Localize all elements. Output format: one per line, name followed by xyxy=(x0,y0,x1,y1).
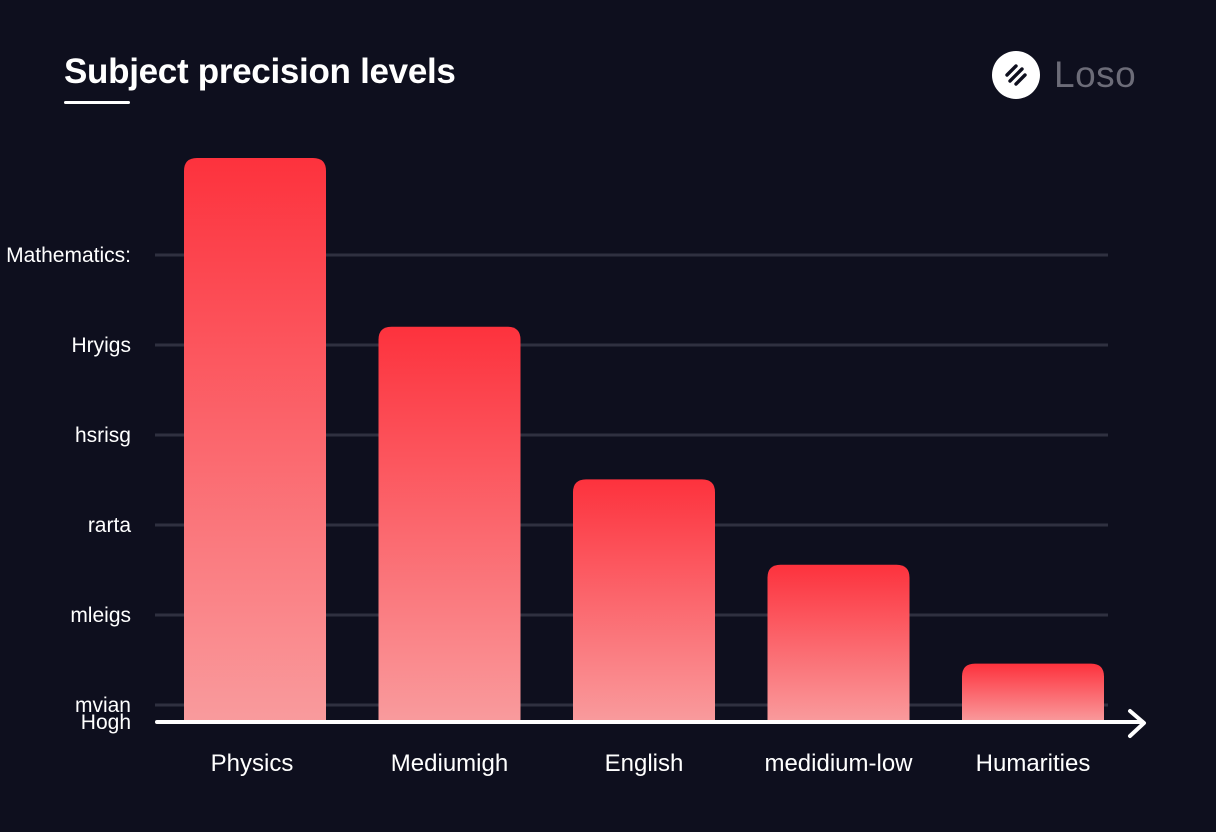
x-tick-label: English xyxy=(605,750,684,777)
y-tick-label: mvian xyxy=(75,694,131,717)
brand-logo: Loso xyxy=(992,51,1136,99)
bars xyxy=(184,158,1104,722)
title-underline xyxy=(64,101,130,104)
y-tick-label: mleigs xyxy=(70,604,131,627)
stripes-logo-icon xyxy=(992,51,1040,99)
brand-name: Loso xyxy=(1054,54,1137,95)
bar-humarities xyxy=(962,663,1104,722)
x-axis-arrow-icon xyxy=(1128,709,1146,738)
bar-physics xyxy=(184,158,326,722)
x-axis xyxy=(155,709,1146,738)
x-tick-label: Physics xyxy=(211,750,294,777)
y-tick-label: Hogh xyxy=(81,711,131,734)
y-tick-label: rarta xyxy=(88,514,132,537)
bar-medidium-low xyxy=(767,564,910,722)
chart-title: Subject precision levels xyxy=(64,52,456,91)
bar-mediumigh xyxy=(378,326,521,722)
y-tick-label: Hryigs xyxy=(71,334,131,357)
y-tick-label: hsrisg xyxy=(75,424,131,447)
y-tick-label: Mathematics: xyxy=(6,244,131,267)
x-axis-labels: Physics Mediumigh English medidium-low Humar… xyxy=(211,750,1091,777)
bar-english xyxy=(573,479,715,722)
x-tick-label: Mediumigh xyxy=(391,750,508,777)
x-tick-label: medidium-low xyxy=(764,750,913,777)
x-tick-label: Humarities xyxy=(976,750,1091,777)
